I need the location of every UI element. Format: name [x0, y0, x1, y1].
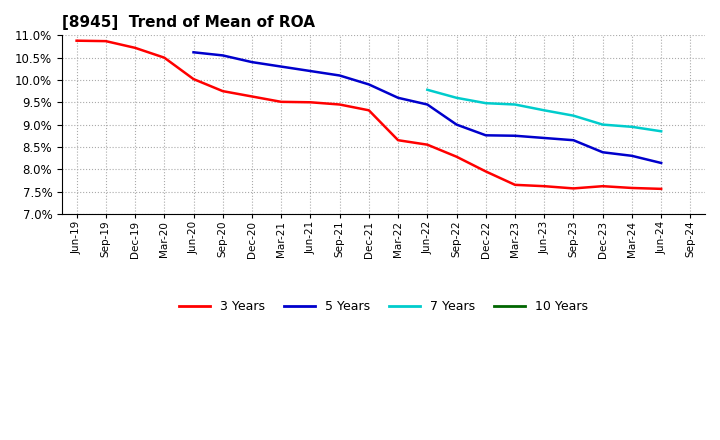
Legend: 3 Years, 5 Years, 7 Years, 10 Years: 3 Years, 5 Years, 7 Years, 10 Years [174, 295, 593, 318]
Text: [8945]  Trend of Mean of ROA: [8945] Trend of Mean of ROA [62, 15, 315, 30]
